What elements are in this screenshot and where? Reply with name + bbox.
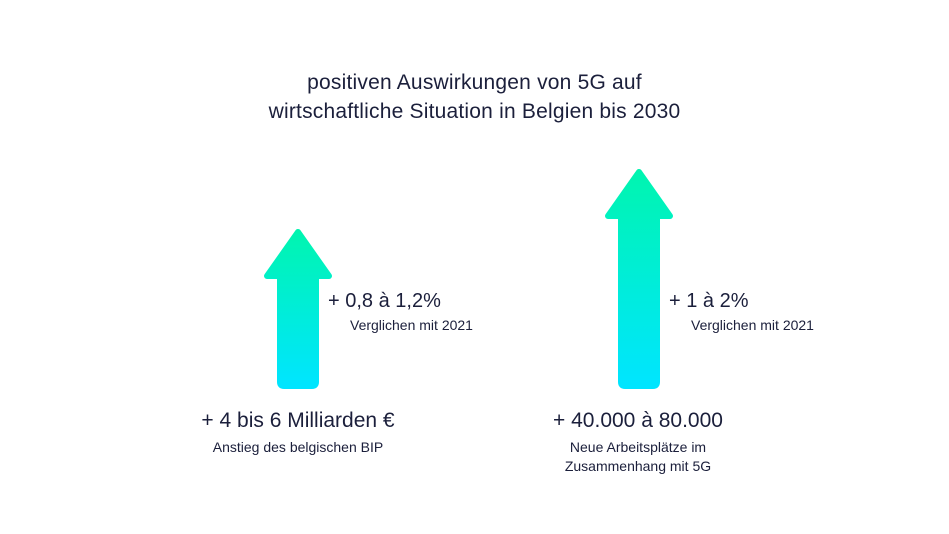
chart-title-line-2: wirtschaftliche Situation in Belgien bis… [268,100,681,123]
arrow-gdp [264,229,332,389]
caption-gdp: Anstieg des belgischen BIP [212,439,384,455]
headline-gdp: + 4 bis 6 Milliarden € [201,409,395,432]
chart-title: positiven Auswirkungen von 5G auf wirtsc… [0,68,949,126]
change-label-gdp: + 0,8 à 1,2% [328,290,441,312]
comparison-label-jobs: Verglichen mit 2021 [691,317,814,333]
arrow-jobs [605,169,673,389]
comparison-label-gdp: Verglichen mit 2021 [350,317,473,333]
headline-jobs: + 40.000 à 80.000 [553,409,723,432]
chart-title-line-1: positiven Auswirkungen von 5G auf [307,71,642,94]
caption-jobs: Neue Arbeitsplätze im Zusammenhang mit 5… [564,439,712,474]
change-label-jobs: + 1 à 2% [669,290,749,312]
